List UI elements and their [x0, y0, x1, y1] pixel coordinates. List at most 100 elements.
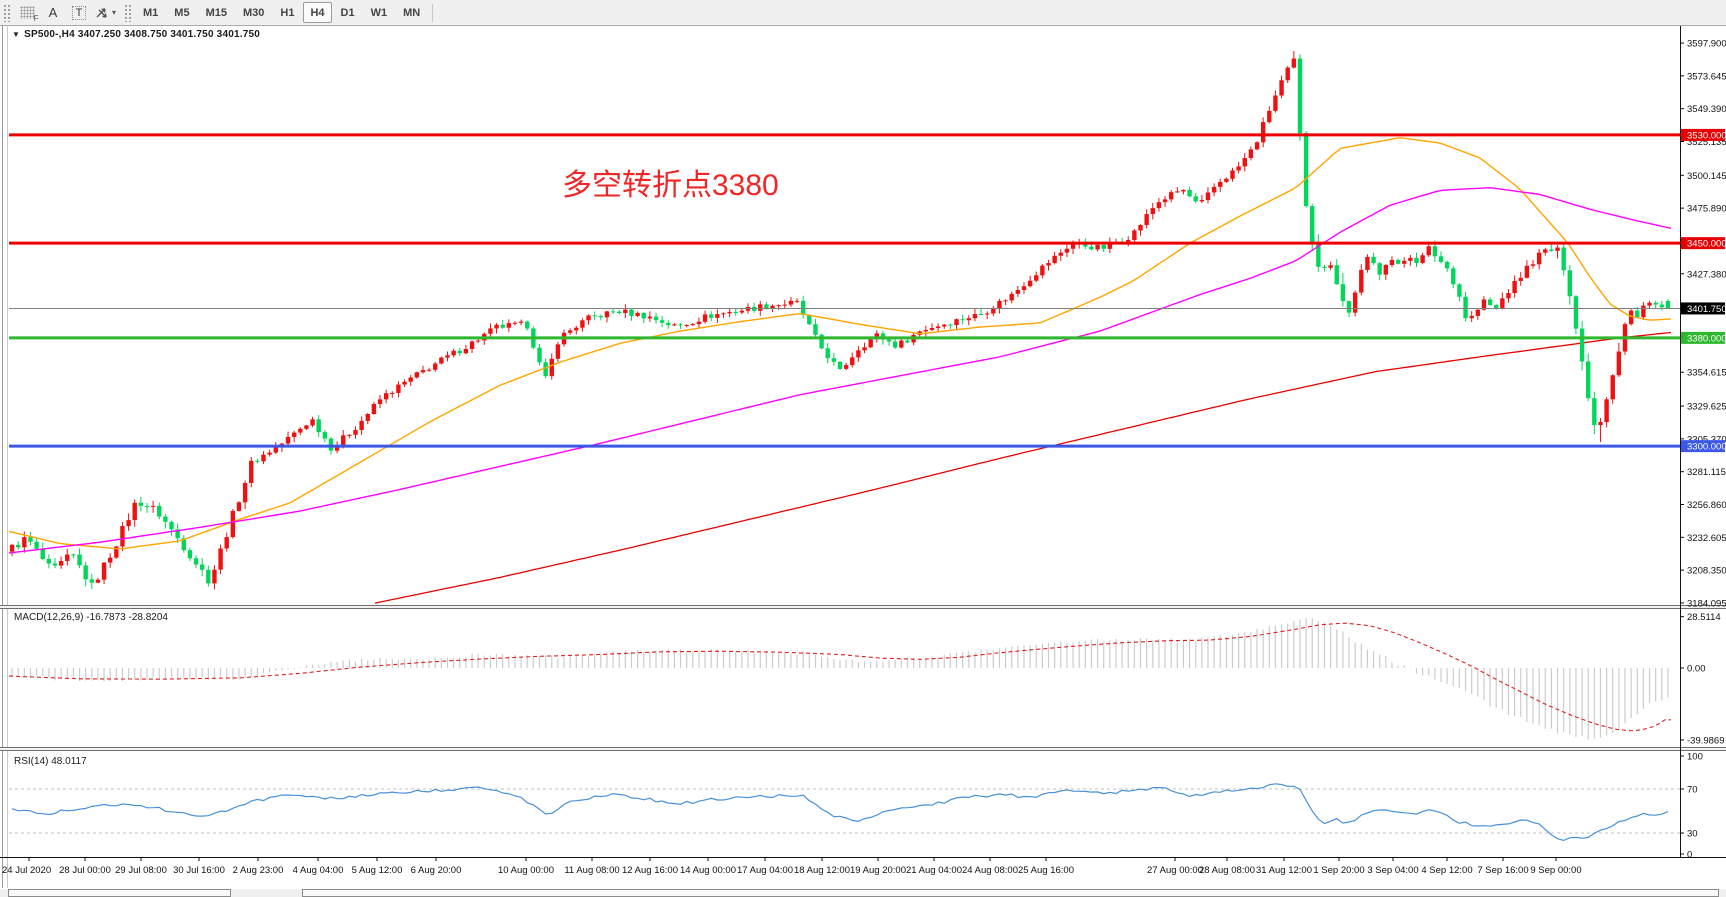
candle: [1524, 265, 1530, 278]
candle: [1512, 280, 1517, 294]
timeframe-button-m1[interactable]: M1: [143, 6, 159, 19]
candle: [1089, 246, 1094, 250]
candle: [868, 339, 873, 348]
candle: [1414, 257, 1419, 263]
symbol-ohlc-line[interactable]: ▼ SP500-,H4 3407.250 3408.750 3401.750 34…: [12, 29, 260, 40]
candle: [690, 324, 696, 326]
timeframe-button-m15[interactable]: M15: [205, 6, 227, 19]
macd-tick-label: 0.00: [1687, 664, 1706, 675]
candle: [1034, 275, 1039, 281]
candle: [813, 324, 818, 335]
candle: [666, 322, 671, 326]
candle: [169, 521, 174, 530]
timeframe-button-m30[interactable]: M30: [242, 6, 265, 19]
candle: [469, 341, 475, 349]
time-tick-label: 1 Sep 20:00: [1313, 865, 1364, 876]
hline-price-box[interactable]: [1681, 331, 1725, 344]
scrollbar-thumb[interactable]: [302, 889, 1719, 897]
rsi-tick-label: 0: [1687, 850, 1692, 861]
candle: [1322, 266, 1327, 268]
chevron-down-icon: ▾: [112, 8, 117, 17]
candle: [65, 554, 70, 562]
candle: [525, 321, 530, 329]
candle: [9, 544, 15, 552]
ma-line-mid-magenta: [9, 187, 1672, 554]
scrollbar-segment[interactable]: [8, 889, 231, 897]
rsi-pane[interactable]: [9, 783, 1680, 842]
hline-price-box[interactable]: [1681, 128, 1725, 141]
candle: [22, 537, 27, 548]
candle: [948, 324, 953, 326]
candle: [15, 544, 21, 548]
candle: [120, 526, 125, 547]
candle: [1586, 361, 1591, 399]
candle: [157, 505, 162, 517]
hline-price-box[interactable]: [1681, 237, 1725, 250]
time-tick-label: 17 Aug 04:00: [737, 865, 793, 876]
hline-price-label: 3300.000: [1687, 442, 1726, 453]
candle: [175, 529, 180, 539]
candle: [819, 334, 824, 349]
hline-price-box[interactable]: [1681, 440, 1725, 453]
main-pane[interactable]: [9, 50, 1680, 604]
hline-price-label: 3530.000: [1687, 130, 1726, 141]
candle: [46, 558, 52, 564]
candle: [874, 333, 879, 340]
rsi-line: [11, 783, 1669, 842]
candle: [1481, 299, 1487, 310]
candle: [347, 434, 352, 436]
candle: [727, 311, 732, 314]
candle: [451, 350, 456, 356]
rsi-tick-label: 70: [1687, 785, 1698, 796]
candle: [954, 319, 959, 326]
candle: [629, 309, 634, 316]
price-tick-label: 3232.605: [1687, 533, 1726, 544]
candle: [586, 315, 591, 321]
time-tick-label: 4 Aug 04:00: [293, 865, 344, 876]
candle: [1040, 265, 1045, 276]
candle: [899, 340, 904, 348]
candle: [733, 311, 738, 313]
candle: [224, 537, 229, 549]
price-tick-label: 3500.145: [1687, 171, 1726, 182]
time-tick-label: 3 Sep 04:00: [1367, 865, 1418, 876]
arrows-tool-button[interactable]: ▾: [93, 2, 117, 24]
candle: [1665, 301, 1671, 309]
candle: [1359, 269, 1364, 293]
pane-separator[interactable]: [0, 747, 1726, 751]
chart-annotation-text[interactable]: 多空转折点3380: [562, 169, 779, 202]
candle: [101, 562, 107, 580]
toolbar-grip[interactable]: [3, 3, 11, 22]
chart-canvas[interactable]: 3597.900 3573.645 3549.390 3525.135 3500.145…: [0, 25, 1726, 897]
timeframe-button-h1[interactable]: H1: [280, 6, 295, 19]
candle: [721, 313, 726, 315]
candle: [543, 362, 548, 377]
text-tool-button[interactable]: T: [67, 2, 91, 24]
timeframe-button-d1[interactable]: D1: [340, 6, 355, 19]
candle: [1058, 252, 1063, 256]
text-label-button[interactable]: A: [41, 2, 65, 24]
macd-pane[interactable]: [9, 617, 1671, 740]
toolbar-grip-2[interactable]: [124, 3, 133, 22]
toolbar: F A T ▾ M1 M5 M15 M30 H1 H4 D1 W1 MN: [0, 0, 1726, 26]
candle: [1475, 309, 1481, 316]
candle: [672, 324, 677, 326]
candle: [138, 502, 144, 506]
pane-separator[interactable]: [0, 605, 1726, 609]
indicators-grid-button[interactable]: F: [15, 2, 39, 24]
rsi-tick-label: 100: [1687, 752, 1703, 763]
candle: [1168, 192, 1174, 200]
candle: [1402, 260, 1407, 264]
candle: [623, 309, 628, 314]
candle: [377, 399, 383, 405]
timeframe-button-m5[interactable]: M5: [174, 6, 190, 19]
candle: [199, 564, 205, 570]
current-price-box: [1681, 302, 1725, 315]
price-tick-label: 3281.115: [1687, 467, 1726, 478]
timeframe-button-w1[interactable]: W1: [370, 6, 388, 19]
timeframe-button-mn[interactable]: MN: [403, 6, 421, 19]
timeframe-button-h4[interactable]: H4: [303, 2, 332, 23]
candle: [696, 321, 702, 325]
candle: [1328, 265, 1333, 268]
symbol-dropdown-icon[interactable]: ▼: [12, 30, 21, 39]
